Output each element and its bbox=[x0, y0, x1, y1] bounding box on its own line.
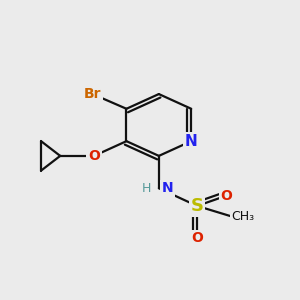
Text: CH₃: CH₃ bbox=[231, 210, 254, 223]
Text: N: N bbox=[162, 181, 173, 195]
Text: O: O bbox=[88, 149, 100, 163]
Text: O: O bbox=[220, 189, 232, 202]
Text: H: H bbox=[142, 182, 152, 195]
Text: N: N bbox=[185, 134, 198, 149]
Text: O: O bbox=[191, 231, 203, 245]
Text: Br: Br bbox=[84, 87, 101, 101]
Text: S: S bbox=[190, 197, 204, 215]
